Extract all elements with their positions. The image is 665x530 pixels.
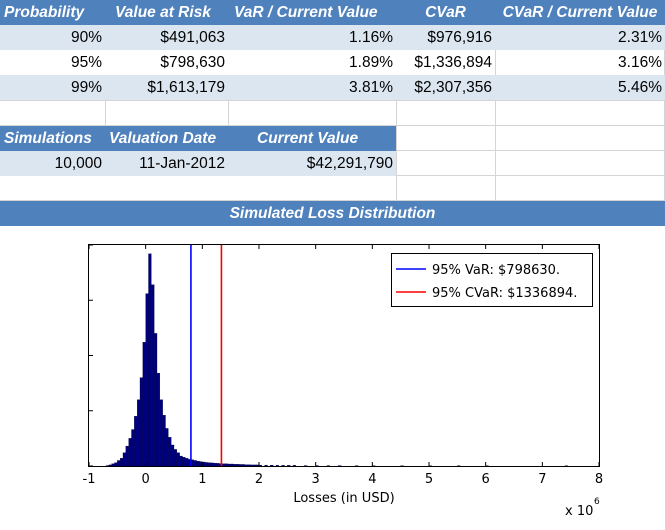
histogram-bar [132,430,135,466]
histogram-bar [231,464,234,466]
histogram-bar [194,460,197,466]
histogram-bar [228,464,231,466]
legend-label-cvar: 95% CVaR: $1336894. [432,286,577,301]
x-tick-label: 4 [368,472,376,487]
col-header-current-value: Current Value [228,126,396,151]
histogram-bar [180,456,183,466]
table-cell[interactable]: $1,613,179 [105,75,228,100]
chart-title: Simulated Loss Distribution [0,201,665,226]
histogram-bar [166,428,169,466]
table-cell[interactable]: $491,063 [105,25,228,50]
table-cell[interactable]: $1,336,894 [396,50,495,75]
histogram-bar [276,465,279,466]
histogram-bar [149,254,152,466]
legend-label-var: 95% VaR: $798630. [432,263,560,278]
table-cell[interactable]: 1.16% [228,25,396,50]
x-tick-label: 2 [255,472,263,487]
histogram-bar [157,373,160,466]
x-tick-label: 8 [595,472,603,487]
table-cell[interactable]: $798,630 [105,50,228,75]
histogram-bar [245,465,248,466]
histogram-bar [120,458,123,466]
table-cell[interactable]: 3.81% [228,75,396,100]
histogram-bar [154,333,157,466]
x-axis-multiplier-base: x 10 [565,504,593,519]
x-tick-label: -1 [83,472,96,487]
histogram-bar [197,461,200,466]
histogram-bar [109,465,112,466]
table-cell[interactable]: 99% [0,75,105,100]
x-axis-multiplier-exponent: 6 [594,497,600,507]
histogram-bar [185,458,188,466]
histogram-bar [160,400,163,466]
x-axis-label: Losses (in USD) [293,491,394,506]
histogram-bar [239,464,242,466]
histogram-bar [171,445,174,466]
table-cell[interactable]: 11-Jan-2012 [105,151,228,176]
col-header-value-at-risk: Value at Risk [105,0,228,25]
histogram-bar [126,446,129,466]
x-tick-label: 6 [482,472,490,487]
table-cell[interactable]: 5.46% [495,75,665,100]
table-cell[interactable]: $976,916 [396,25,495,50]
histogram-bar [236,464,239,466]
histogram-bar [287,465,290,466]
histogram-bar [253,465,256,466]
x-tick-label: 3 [312,472,320,487]
histogram-bar [134,416,137,466]
histogram-bar [174,449,177,466]
x-tick-label: 7 [538,472,546,487]
histogram-bar [115,463,118,466]
histogram-bar [265,465,268,466]
chart-legend: 95% VaR: $798630. 95% CVaR: $1336894. [392,254,593,307]
histogram-bar [146,294,149,466]
histogram-bar [214,463,217,466]
histogram-bar [225,464,228,466]
table-cell[interactable]: 3.16% [495,50,665,75]
table-cell[interactable]: 2.31% [495,25,665,50]
table-cell[interactable]: $42,291,790 [228,151,396,176]
histogram-bar [168,437,171,466]
table-cell[interactable]: 90% [0,25,105,50]
col-header-var-ratio: VaR / Current Value [228,0,396,25]
histogram-bar [282,465,285,466]
histogram-bar [242,464,245,466]
x-axis-multiplier: x 10 6 [565,497,600,519]
histogram-bar [123,453,126,466]
histogram-bar [248,465,251,466]
col-header-cvar: CVaR [396,0,495,25]
histogram-bar [112,464,115,466]
chart-area: -1 0 1 2 3 4 5 6 7 8 95% VaR: $798630. 95% CVaR: … [0,226,665,525]
histogram-bar [234,464,237,466]
histogram-bar [129,438,132,466]
histogram-bar [177,453,180,466]
histogram-bar [183,457,186,466]
histogram-bar [217,463,220,466]
table-cell[interactable]: 1.89% [228,50,396,75]
col-header-probability: Probability [0,0,105,25]
table-cell[interactable]: 95% [0,50,105,75]
histogram-bar [140,378,143,466]
histogram-bar [137,400,140,466]
x-tick-label: 1 [198,472,206,487]
col-header-cvar-ratio: CVaR / Current Value [495,0,665,25]
col-header-simulations: Simulations [0,126,105,151]
histogram-bar [163,415,166,466]
histogram-bar [293,465,296,466]
x-tick-label: 0 [142,472,150,487]
col-header-valuation-date: Valuation Date [105,126,228,151]
loss-distribution-chart: -1 0 1 2 3 4 5 6 7 8 95% VaR: $798630. 95% CVaR: … [0,226,665,525]
table-cell[interactable]: 10,000 [0,151,105,176]
histogram-bar [251,465,254,466]
histogram-bar [270,465,273,466]
histogram-bar [117,460,120,466]
histogram-bar [211,463,214,466]
histogram-bar [151,285,154,466]
histogram-bar [205,462,208,466]
histogram-bar [222,464,225,466]
histogram-bar [143,342,146,466]
table-cell[interactable]: $2,307,356 [396,75,495,100]
x-tick-label: 5 [425,472,433,487]
histogram-bar [208,463,211,466]
